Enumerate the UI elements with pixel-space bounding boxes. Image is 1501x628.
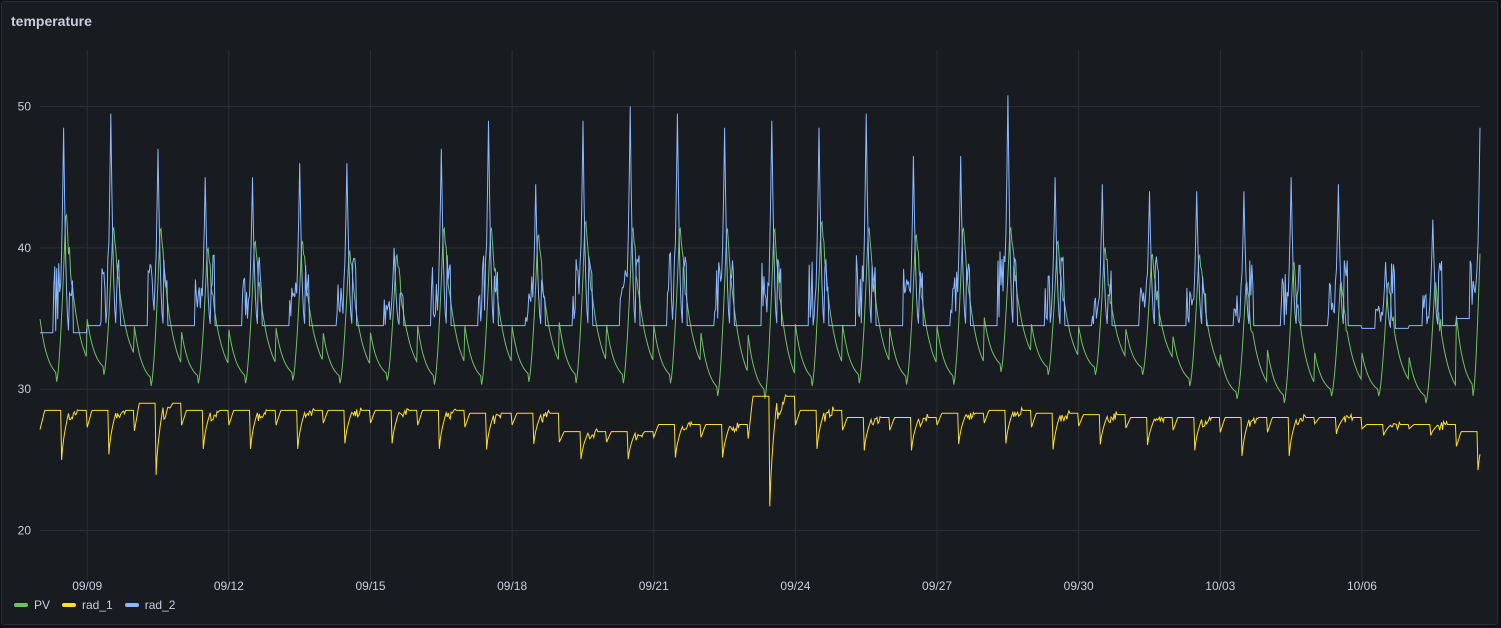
x-tick-label: 09/30 — [1064, 579, 1094, 593]
x-tick-label: 09/18 — [497, 579, 527, 593]
legend-label-rad-2: rad_2 — [144, 598, 176, 612]
x-tick-label: 10/03 — [1205, 579, 1235, 593]
x-tick-label: 09/21 — [639, 579, 669, 593]
y-tick-label: 20 — [18, 524, 32, 538]
series-line-pv — [39, 213, 1481, 404]
y-tick-label: 50 — [18, 100, 32, 114]
legend-swatch-rad-2 — [124, 603, 139, 607]
x-axis: 09/09 09/12 09/15 09/18 09/21 09/24 09/27 09/30… — [72, 579, 1377, 593]
x-tick-label: 09/12 — [214, 579, 244, 593]
grid — [40, 50, 1480, 580]
legend: PV rad_1 rad_2 — [14, 598, 175, 612]
panel-title: temperature — [11, 13, 92, 29]
legend-item-pv[interactable]: PV — [14, 598, 50, 612]
x-tick-label: 09/09 — [72, 579, 102, 593]
x-tick-label: 09/24 — [780, 579, 810, 593]
x-tick-label: 09/27 — [922, 579, 952, 593]
y-tick-label: 30 — [18, 382, 32, 396]
legend-swatch-pv — [14, 603, 28, 607]
series-group — [39, 95, 1481, 507]
x-tick-label: 09/15 — [355, 579, 385, 593]
legend-swatch-rad-1 — [62, 603, 77, 607]
legend-label-pv: PV — [34, 598, 51, 612]
series-line-rad-1 — [39, 394, 1481, 507]
legend-item-rad-1[interactable]: rad_1 — [62, 598, 113, 612]
x-tick-label: 10/06 — [1347, 579, 1377, 593]
y-axis: 20 30 40 50 — [18, 100, 32, 538]
legend-label-rad-1: rad_1 — [82, 598, 113, 612]
legend-item-rad-2[interactable]: rad_2 — [124, 598, 176, 612]
series-line-rad-2 — [40, 95, 1481, 334]
y-tick-label: 40 — [18, 241, 32, 255]
